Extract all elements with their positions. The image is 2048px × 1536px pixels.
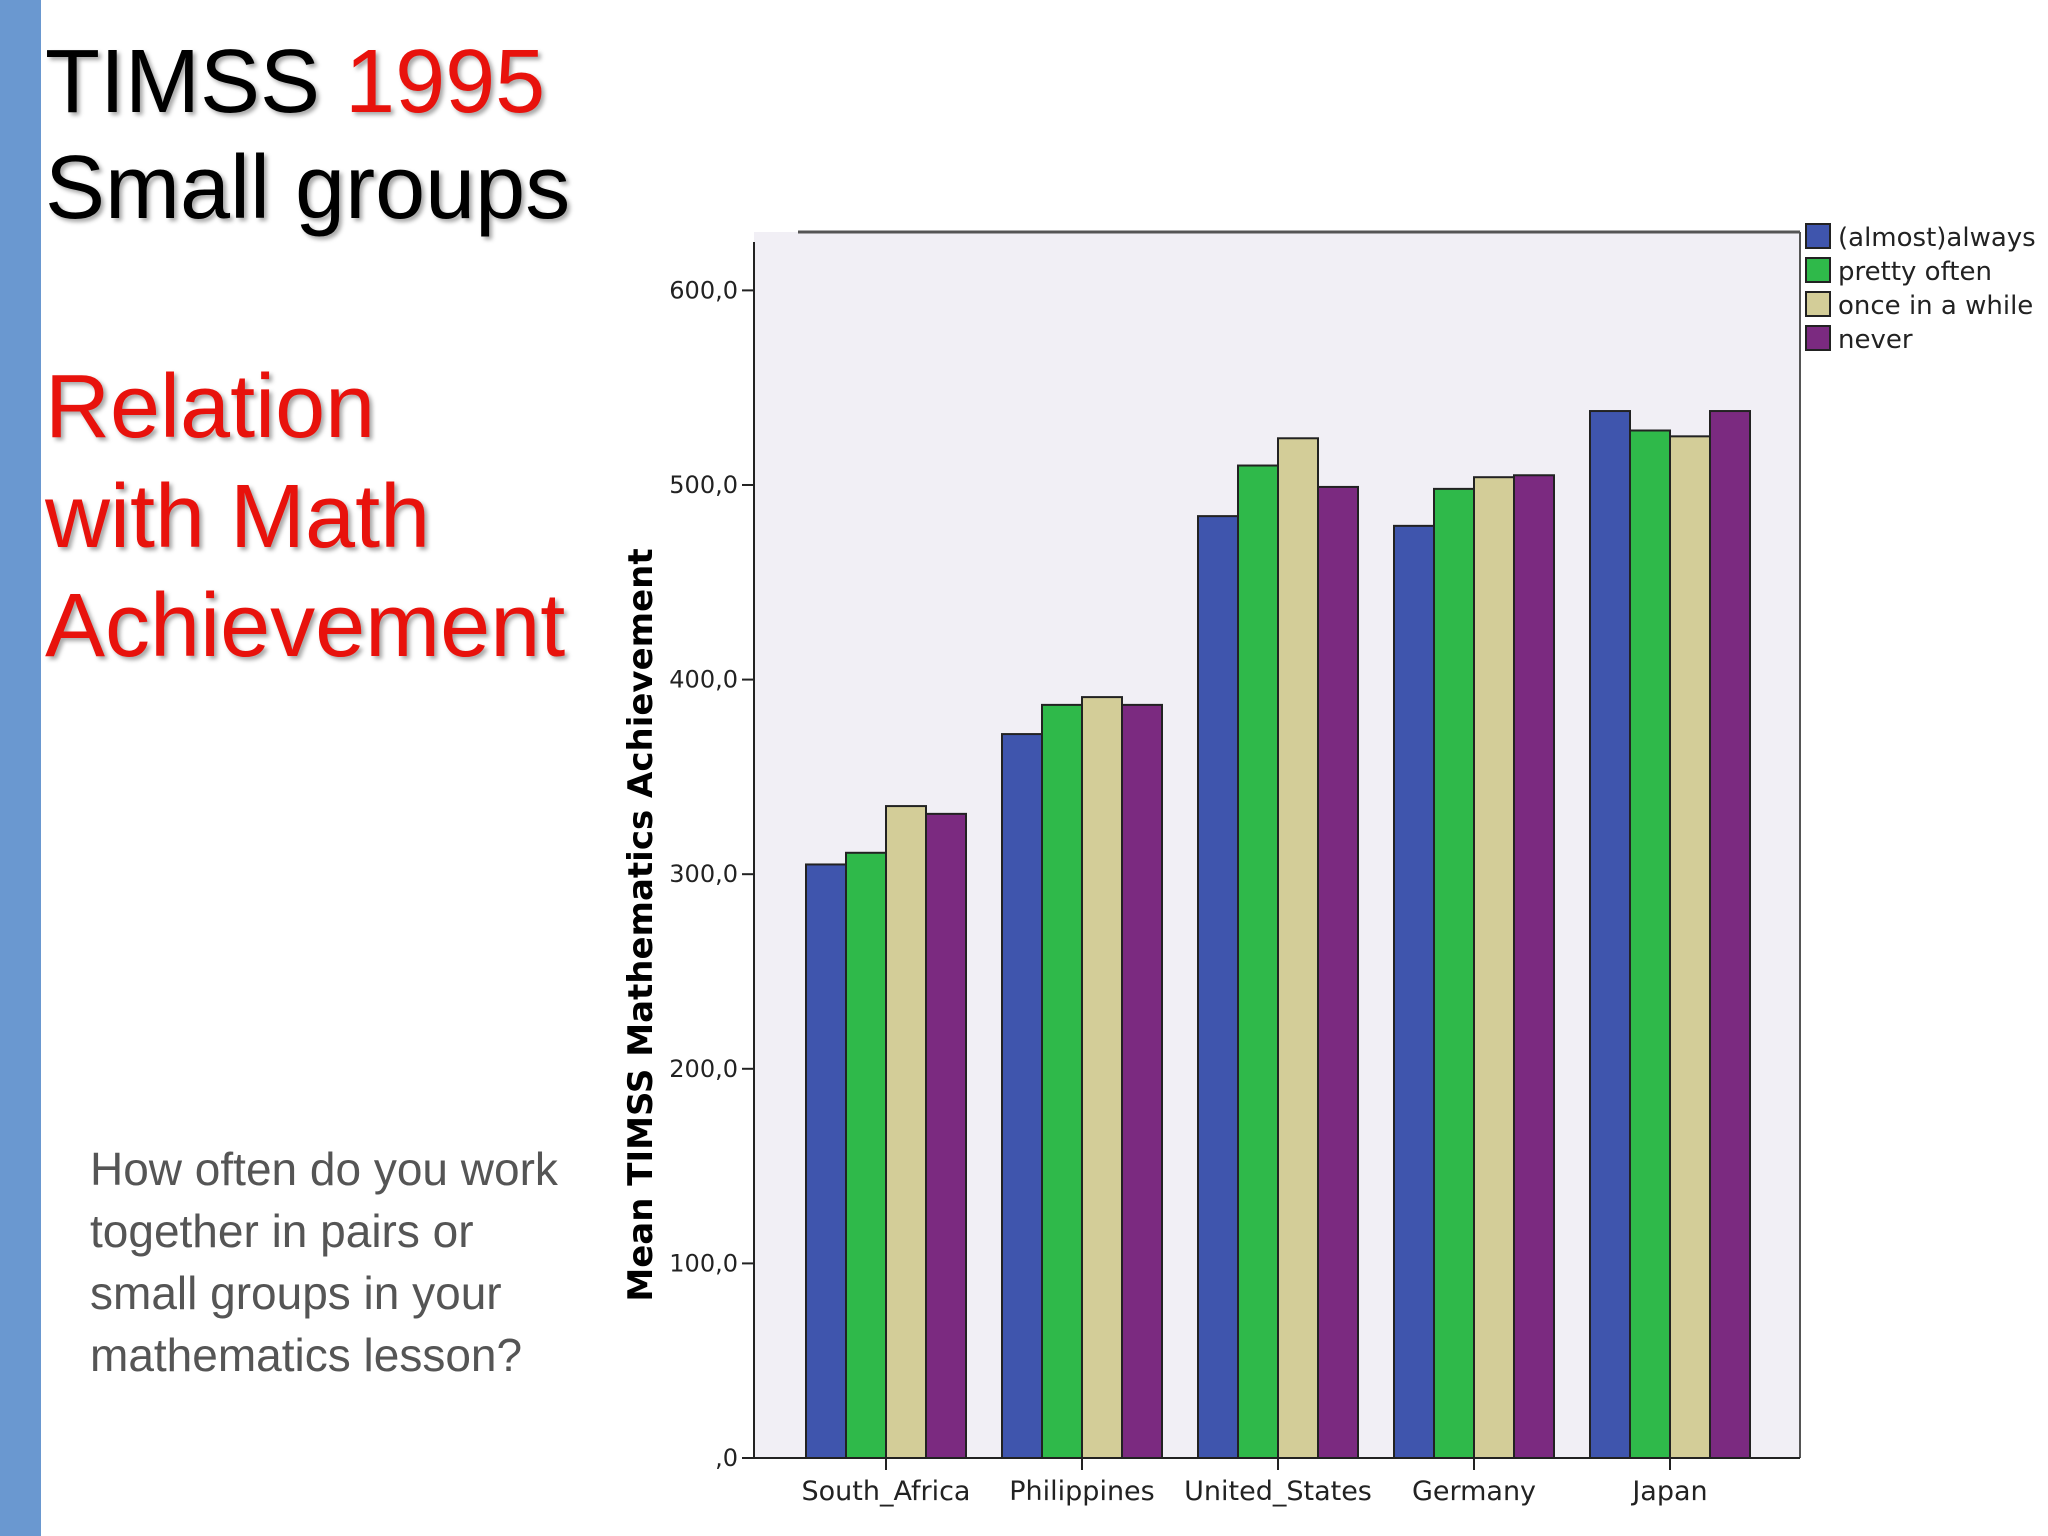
legend-swatch bbox=[1805, 257, 1831, 283]
legend-swatch bbox=[1805, 325, 1831, 351]
bar bbox=[1121, 703, 1163, 1459]
slide-title-line2: Small groups bbox=[45, 138, 571, 238]
legend-label: once in a while bbox=[1838, 291, 2033, 321]
subtitle-line-3: Achievement bbox=[45, 576, 566, 676]
bar bbox=[925, 812, 967, 1459]
y-tick-label: ,0 bbox=[715, 1444, 738, 1472]
bar-chart: ,0 100,0 200,0 300,0 400,0 500,0 600,0 Mean TIM… bbox=[621, 223, 2036, 1507]
y-tick-label: 300,0 bbox=[669, 860, 738, 888]
legend-label: pretty often bbox=[1838, 257, 1992, 287]
x-tick-label: South_Africa bbox=[802, 1476, 971, 1507]
bar bbox=[1197, 515, 1239, 1460]
y-tick-label: 600,0 bbox=[669, 276, 738, 304]
bar bbox=[1513, 474, 1555, 1459]
bar bbox=[1433, 487, 1475, 1459]
bar bbox=[1277, 437, 1319, 1459]
survey-question: How often do you work together in pairs … bbox=[90, 1143, 558, 1381]
bar bbox=[1081, 696, 1123, 1460]
bar bbox=[1393, 524, 1435, 1460]
bar bbox=[1473, 476, 1515, 1459]
bar bbox=[1001, 733, 1043, 1459]
slide-title: TIMSS 1995 bbox=[45, 37, 545, 127]
x-tick-label: Japan bbox=[1630, 1476, 1707, 1507]
bar bbox=[885, 805, 927, 1459]
bar bbox=[1041, 703, 1083, 1459]
y-tick-label: 200,0 bbox=[669, 1055, 738, 1083]
bar bbox=[1237, 464, 1279, 1459]
y-axis-label: Mean TIMSS Mathematics Achievement bbox=[621, 548, 661, 1301]
legend-label: (almost)always bbox=[1838, 223, 2036, 253]
legend-swatch bbox=[1805, 223, 1831, 249]
legend-swatch bbox=[1805, 291, 1831, 317]
x-tick-label: Germany bbox=[1412, 1476, 1536, 1507]
bar bbox=[1669, 435, 1711, 1460]
x-tick-label: United_States bbox=[1184, 1476, 1372, 1507]
x-tick-label: Philippines bbox=[1009, 1476, 1154, 1507]
title-year: 1995 bbox=[345, 32, 546, 132]
bar bbox=[1589, 410, 1631, 1460]
subtitle-line-2: with Math bbox=[45, 467, 431, 567]
bar bbox=[805, 863, 847, 1459]
y-tick-label: 500,0 bbox=[669, 471, 738, 499]
bar bbox=[1629, 429, 1671, 1459]
bar bbox=[1709, 410, 1751, 1460]
legend-label: never bbox=[1838, 325, 1913, 355]
y-tick-label: 100,0 bbox=[669, 1249, 738, 1277]
subtitle-line-1: Relation bbox=[45, 357, 376, 457]
title-prefix: TIMSS bbox=[45, 32, 346, 132]
bar bbox=[845, 851, 887, 1459]
bar bbox=[1317, 485, 1359, 1459]
accent-bar bbox=[0, 0, 41, 1536]
y-tick-label: 400,0 bbox=[669, 666, 738, 694]
